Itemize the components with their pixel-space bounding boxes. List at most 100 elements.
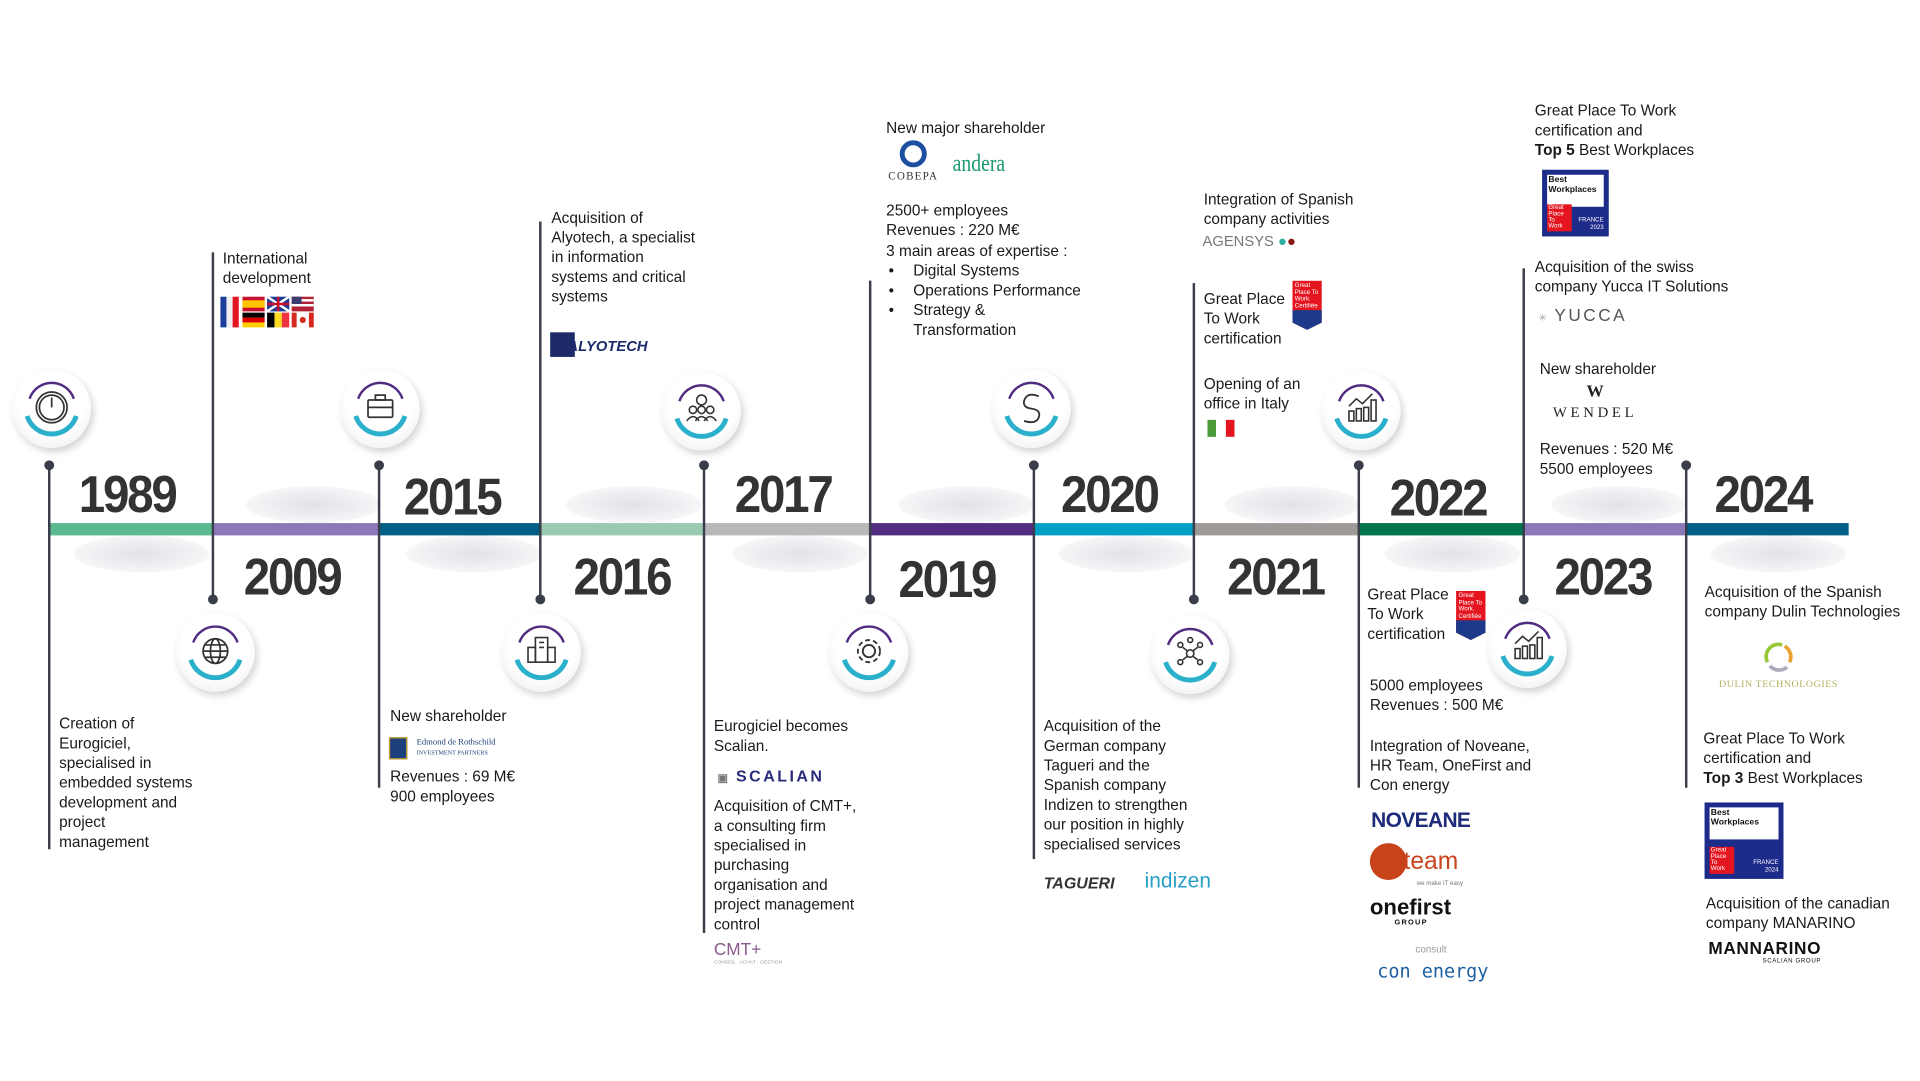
bar-shadow [732,535,868,573]
cmt-plus-logo: CMT+ CONSEIL · ACHAT · GESTION [714,940,782,965]
event-2017-text-2: Acquisition of CMT+, a consulting firm spe… [714,796,856,934]
gear-icon [829,612,909,692]
event-2022-integration: Integration of Noveane, HR Team, OneFirst… [1370,736,1531,795]
connector-dot [1353,460,1364,471]
logo-text: CMT+ [713,939,762,959]
edmond-de-rothschild-logo: Edmond de Rothschild INVESTMENT PARTNERS [388,737,496,760]
network-icon [1150,615,1230,695]
event-2015-text: New shareholder [390,706,506,726]
italy-flag-icon [1207,419,1235,437]
text-line: Con energy [1369,776,1450,794]
event-2022-stats: 5000 employees Revenues : 500 M€ [1370,676,1503,715]
connector-1989 [48,465,51,850]
wendel-logo: W WENDEL [1548,383,1642,422]
logo-text: YUCCA [1554,305,1628,325]
badge-text: Great Place To Work. Certifiée [1458,592,1482,620]
timeline-segment [540,523,705,536]
country-flags [220,295,314,329]
timeline-segment [49,523,213,536]
badge-country: FRANCE [1753,859,1779,867]
best-workplaces-2024-badge: Best Workplaces Great Place To Work FRANCE… [1704,802,1784,879]
arc-top [192,625,239,643]
logo-text: onefirst [1369,894,1452,920]
badge-red: Great Place To Work [1709,846,1735,874]
text-line: specialised services [1043,835,1181,853]
logo-text: DULIN TECHNOLOGIES [1719,678,1838,690]
event-2021-gptw: Great Place To Work certification [1204,289,1285,348]
bar-shadow [898,486,1034,524]
text-line: 3 main areas of expertise : [886,242,1068,260]
bar-shadow [73,535,210,573]
logo-text: COBEPA [888,169,939,183]
text-line: Eurogiciel, [59,734,131,753]
cobepa-logo: COBEPA [885,140,942,182]
arc-bottom [24,415,79,437]
year-2021: 2021 [1227,547,1326,606]
text-line: To Work [1203,310,1260,328]
logo-subtext: GROUP [1394,919,1428,927]
text-line: To Work [1367,605,1424,623]
badge-year: 2023 [1590,224,1604,232]
connector-dot [699,460,709,471]
text-bold: Top 5 [1534,141,1575,159]
arc-bottom [1334,417,1389,439]
text-line: Acquisition of [551,209,643,227]
badge-red: Great Place To Work [1547,204,1572,232]
event-2020-text: Acquisition of the German company Tagueri … [1044,716,1188,854]
globe-icon [176,612,255,692]
onefirst-logo: onefirst GROUP [1369,894,1452,928]
logo-text: MANNARINO [1708,937,1822,958]
connector-dot [374,460,385,471]
badge-country: FRANCE [1578,216,1604,225]
text-line: development and [59,793,178,812]
event-2023-shareholder: New shareholder [1540,359,1656,379]
text-line: project management [713,896,855,914]
text-line: specialised in [713,836,807,855]
event-2009-text: International development [223,249,311,288]
timeline-segment [870,523,1034,536]
event-2023-gptw: Great Place To Work certification and Top … [1535,101,1694,160]
badge-text: Great Place To Work. Certifiée [1294,281,1319,310]
text-line: project [59,813,106,831]
text-line: Great Place [1203,290,1285,308]
arc-bottom [188,658,243,681]
connector-dot [865,594,876,605]
connector-2015 [377,465,381,788]
transform-icon [992,369,1071,449]
connector-dot [44,460,55,471]
connector-2016 [539,221,542,600]
event-1989-text: Creation of Eurogiciel, specialised in embe… [59,714,192,852]
text-line: Creation of [59,715,135,733]
logo-text: WENDEL [1552,403,1638,421]
text-line: control [713,915,761,933]
text-line: Acquisition of CMT+, [713,797,857,815]
connector-2022 [1357,465,1361,788]
text-bold: Top 3 [1703,769,1744,787]
connector-dot [1188,594,1199,605]
text-line: Great Place To Work [1703,729,1845,748]
timeline-segment [704,523,871,536]
text-line: Eurogiciel becomes [713,717,849,735]
text-line: 900 employees [390,787,495,805]
list-item: Strategy & [886,300,1081,320]
connector-2017 [702,465,706,933]
badge-year: 2024 [1764,866,1779,874]
timeline-segment [1686,523,1849,536]
yucca-logo: ✳ YUCCA [1538,305,1628,325]
event-2023-stats: Revenues : 520 M€ 5500 employees [1540,439,1673,478]
year-2017: 2017 [734,465,834,524]
text-line: Acquisition of the swiss [1534,258,1694,276]
bar-shadow [246,486,382,524]
text-line: a consulting firm [713,817,826,835]
text-line: Tagueri and the [1043,756,1150,775]
year-2019: 2019 [898,550,997,609]
bar-shadow [406,535,542,573]
text-line: 2500+ employees [886,201,1009,220]
con-energy-sub: consult [1415,944,1447,956]
text-line: Best Workplaces [1743,769,1863,787]
text-line: our position in highly [1043,816,1184,834]
event-2017-text: Eurogiciel becomes Scalian. [714,716,848,755]
bar-shadow [1710,535,1847,573]
arc-bottom [674,417,729,439]
